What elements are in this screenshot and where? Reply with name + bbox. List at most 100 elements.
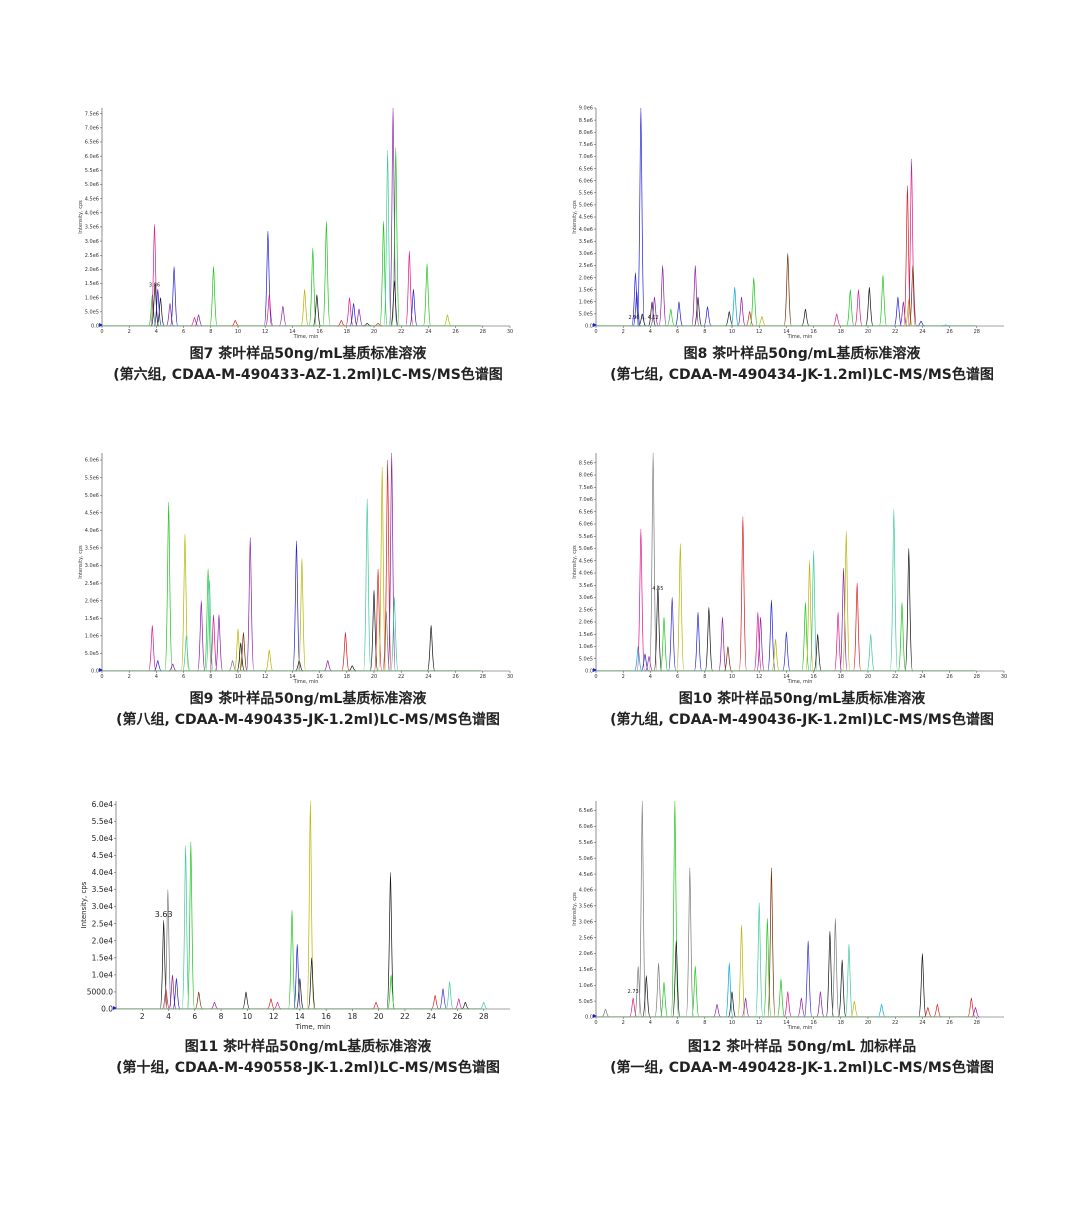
- chart-fig10: 0.0 5.0e5 1.0e6 1.5e6 2.0e6 2.5e6 3.0e6 3.5e6 4.…: [572, 445, 1032, 695]
- x-tick-label: 30: [1001, 674, 1007, 680]
- chromatogram-panel-fig12: 0.0 5.0e5 1.0e6 1.5e6 2.0e6 2.5e6 3.0e6 3.5e6 4.…: [572, 793, 1032, 1123]
- peak-21: [341, 631, 350, 672]
- peak-16: [312, 294, 321, 327]
- y-tick-label: 1.0e6: [579, 644, 593, 650]
- peak-17: [763, 918, 772, 1018]
- y-tick-label: 0.0: [101, 1005, 113, 1014]
- peak-20: [323, 660, 332, 672]
- peak-21: [846, 289, 855, 327]
- x-tick-label: 20: [374, 1012, 384, 1021]
- x-tick-label: 14: [289, 674, 295, 680]
- peak-4: [156, 297, 165, 327]
- peak-7: [194, 991, 203, 1010]
- chart-fig11: 0.0 5000.0 1.0e4 1.5e4 2.0e4 2.5e4 3.0e4 3.5e4 4…: [78, 793, 538, 1043]
- chart-fig8: 0.0 5.0e5 1.0e6 1.5e6 2.0e6 2.5e6 3.0e6 3.5e6 4.…: [572, 100, 1032, 350]
- peak-23: [363, 498, 372, 672]
- y-tick-label: 5.0e5: [85, 651, 99, 657]
- peak-21: [797, 997, 806, 1018]
- x-tick-label: 12: [262, 329, 268, 335]
- x-tick-label: 10: [243, 1012, 253, 1021]
- x-axis-label: Time, min: [293, 679, 319, 685]
- baseline-marker-icon: [113, 1006, 117, 1010]
- y-tick-label: 2.0e4: [92, 936, 114, 945]
- x-tick-label: 18: [838, 329, 844, 335]
- peak-13: [727, 991, 737, 1018]
- peak-annotation: 2.73: [628, 989, 639, 995]
- x-axis-label: Time, min: [787, 334, 813, 340]
- x-tick-label: 8: [209, 674, 212, 680]
- y-tick-label: 1.5e6: [579, 287, 593, 293]
- peak-0: [601, 1008, 610, 1018]
- x-tick-label: 4: [155, 674, 158, 680]
- peak-0: [148, 624, 157, 672]
- peak-21: [439, 988, 447, 1010]
- peak-17: [771, 638, 780, 672]
- y-tick-label: 6.5e6: [579, 509, 593, 515]
- y-tick-label: 1.0e6: [579, 983, 593, 989]
- peak-6: [659, 981, 669, 1018]
- y-axis-label: Intensity, cps: [80, 881, 88, 928]
- peak-0: [631, 272, 640, 327]
- x-tick-label: 0: [594, 329, 597, 335]
- peak-30: [409, 288, 418, 327]
- peak-19: [387, 974, 396, 1010]
- peak-26: [389, 107, 398, 327]
- peak-24: [825, 930, 834, 1018]
- x-tick-label: 18: [344, 674, 350, 680]
- y-tick-label: 2.5e6: [85, 253, 99, 259]
- x-tick-label: 24: [919, 1020, 925, 1026]
- x-tick-label: 18: [344, 329, 350, 335]
- y-tick-label: 2.0e6: [579, 620, 593, 626]
- peak-11: [718, 616, 727, 672]
- y-tick-label: 2.5e4: [92, 919, 114, 928]
- peak-9: [691, 265, 700, 327]
- peak-14: [753, 611, 762, 672]
- peak-5: [654, 962, 663, 1018]
- y-tick-label: 4.0e6: [85, 210, 99, 216]
- y-axis-label: Intensity, cps: [572, 200, 578, 234]
- x-tick-label: 0: [594, 674, 597, 680]
- x-tick-label: 14: [289, 329, 295, 335]
- peak-4: [648, 301, 657, 327]
- y-tick-label: 1.0e4: [92, 970, 114, 979]
- peak-5: [181, 844, 190, 1010]
- y-tick-label: 4.5e6: [579, 558, 593, 564]
- x-tick-label: 28: [479, 1012, 489, 1021]
- peak-1: [150, 223, 159, 327]
- peak-27: [866, 633, 875, 672]
- x-tick-label: 0: [100, 674, 103, 680]
- peak-17: [292, 540, 301, 672]
- y-tick-label: 0.0: [91, 324, 99, 330]
- x-tick-label: 6: [676, 329, 679, 335]
- x-tick-label: 12: [756, 1020, 762, 1026]
- peak-26: [853, 582, 862, 672]
- peak-1: [629, 997, 638, 1018]
- baseline-marker-icon: [593, 1014, 597, 1018]
- y-tick-label: 8.0e6: [579, 130, 593, 136]
- y-tick-label: 1.0e6: [85, 634, 99, 640]
- peak-30: [908, 265, 917, 327]
- x-tick-label: 20: [371, 329, 377, 335]
- x-tick-label: 12: [262, 674, 268, 680]
- y-tick-label: 5.0e6: [579, 856, 593, 862]
- x-tick-label: 0: [100, 329, 103, 335]
- y-tick-label: 3.0e6: [579, 919, 593, 925]
- x-tick-label: 10: [235, 674, 241, 680]
- peak-28: [390, 280, 399, 327]
- x-tick-label: 16: [321, 1012, 331, 1021]
- y-tick-label: 7.5e6: [579, 485, 593, 491]
- peak-19: [776, 978, 785, 1018]
- y-tick-label: 7.0e6: [579, 154, 593, 160]
- y-tick-label: 0.0: [585, 324, 593, 330]
- chart-fig10-svg: 0.0 5.0e5 1.0e6 1.5e6 2.0e6 2.5e6 3.0e6 3.5e6 4.…: [572, 452, 1007, 685]
- y-tick-label: 5.5e6: [579, 840, 593, 846]
- y-tick-label: 6.5e6: [579, 808, 593, 814]
- y-tick-label: 4.0e6: [579, 571, 593, 577]
- peak-11: [713, 1003, 721, 1018]
- y-tick-label: 5.0e6: [85, 182, 99, 188]
- y-tick-label: 2.0e6: [579, 275, 593, 281]
- peak-13: [278, 305, 287, 327]
- peak-10: [704, 606, 713, 672]
- peak-24: [379, 220, 388, 327]
- peak-7: [204, 568, 213, 672]
